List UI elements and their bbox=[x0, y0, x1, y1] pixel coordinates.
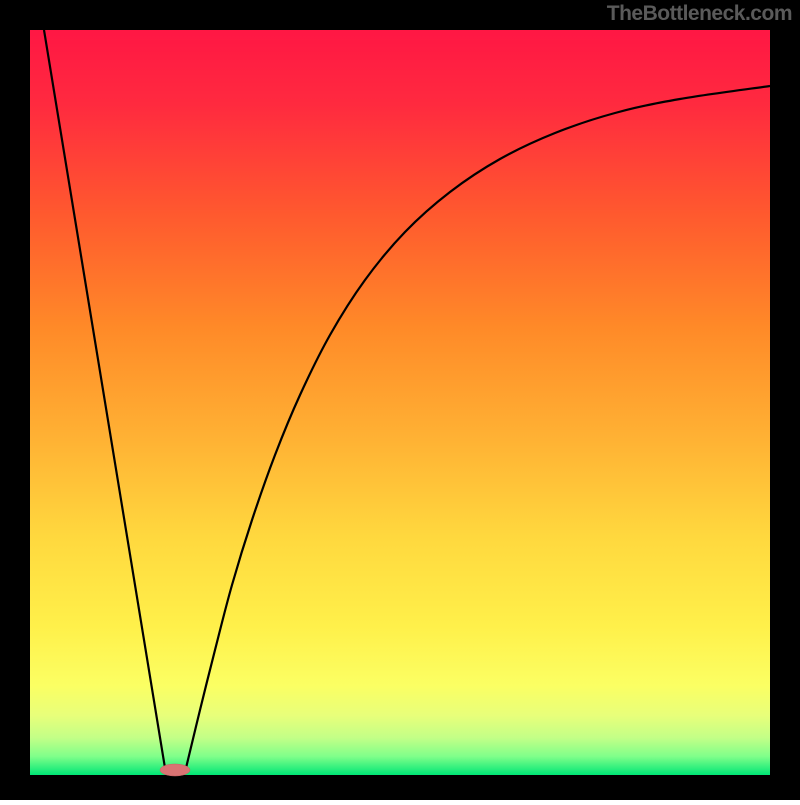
watermark-text: TheBottleneck.com bbox=[607, 2, 792, 26]
chart-container: TheBottleneck.com bbox=[0, 0, 800, 800]
chart-svg bbox=[0, 0, 800, 800]
bottleneck-marker bbox=[160, 764, 190, 776]
gradient-background bbox=[30, 30, 770, 775]
